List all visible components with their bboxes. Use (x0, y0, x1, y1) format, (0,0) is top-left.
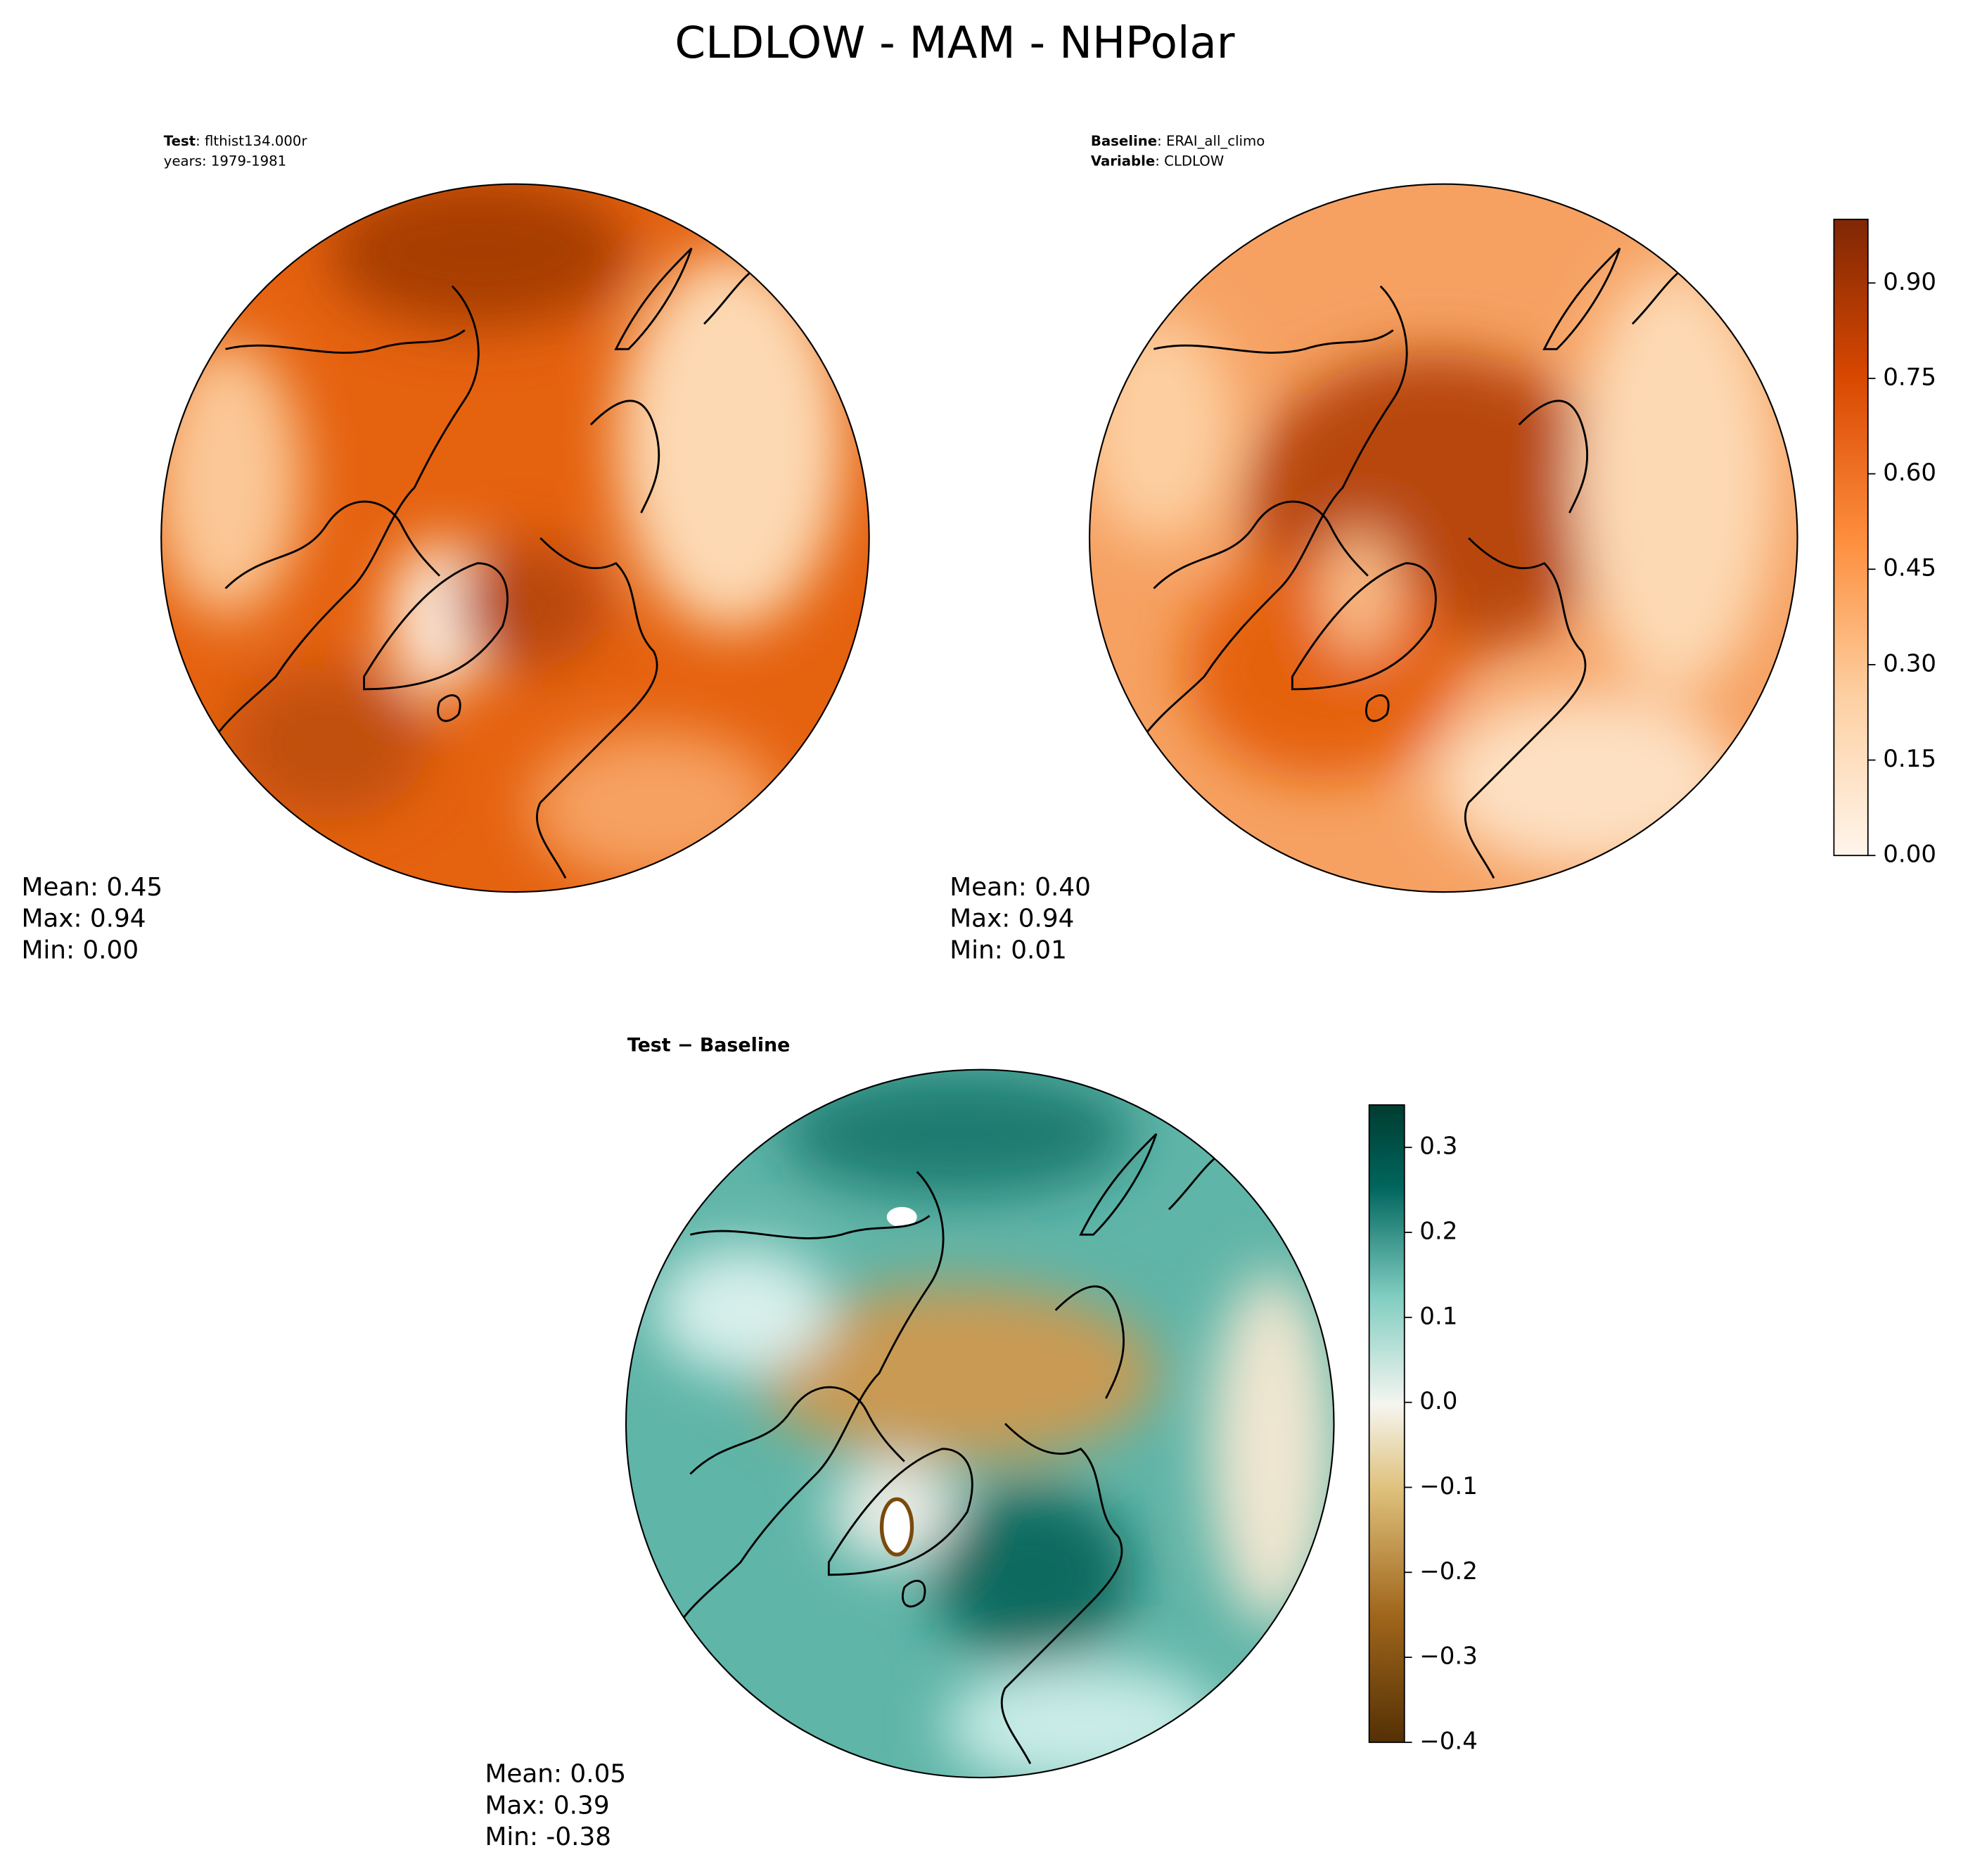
colorbar-tick-label: −0.3 (1419, 1642, 1478, 1671)
colorbar-tick-label: −0.4 (1419, 1727, 1478, 1755)
colorbar-tick-label: 0.90 (1883, 268, 1936, 296)
map-frame (625, 1068, 1335, 1779)
colorbar-tick-label: 0.00 (1883, 841, 1936, 869)
header-text: : ERAI_all_climo (1157, 132, 1265, 148)
stat: Max: 0.94 (950, 905, 1074, 933)
colorbar-tick-label: 0.75 (1883, 363, 1936, 391)
panel-header: years: 1979-1981 (164, 153, 286, 169)
header-label: Test − Baseline (627, 1034, 791, 1056)
map (161, 184, 869, 893)
colorbar (1368, 1104, 1405, 1743)
header-text: years: 1979-1981 (164, 153, 286, 169)
figure-title: CLDLOW - MAM - NHPolar (675, 17, 1234, 68)
stat: Max: 0.39 (485, 1791, 609, 1820)
header-label: Test (164, 132, 196, 148)
header-label: Variable (1091, 153, 1155, 169)
map (1089, 184, 1798, 893)
panel-header: Test − Baseline (627, 1034, 791, 1056)
colorbar-tick-label: 0.2 (1419, 1218, 1457, 1246)
colorbar-tick-label: 0.1 (1419, 1302, 1457, 1330)
stat: Min: -0.38 (485, 1823, 611, 1851)
map (626, 1069, 1334, 1778)
map-frame (1088, 183, 1798, 893)
map-frame (160, 183, 870, 893)
stat: Mean: 0.05 (485, 1759, 626, 1788)
colorbar-tick-label: 0.15 (1883, 745, 1936, 773)
colorbar (1833, 218, 1869, 857)
colorbar-tick-label: 0.3 (1419, 1132, 1457, 1161)
panel-header: Baseline: ERAI_all_climo (1091, 132, 1265, 148)
colorbar-tick-label: −0.1 (1419, 1472, 1478, 1500)
stat: Mean: 0.45 (21, 873, 162, 902)
colorbar-tick-label: 0.0 (1419, 1387, 1457, 1415)
header-text: : CLDLOW (1155, 153, 1224, 169)
colorbar-tick-label: 0.30 (1883, 649, 1936, 677)
header-label: Baseline (1091, 132, 1157, 148)
stat: Max: 0.94 (21, 905, 146, 933)
colorbar-tick-label: 0.60 (1883, 459, 1936, 487)
panel-header: Variable: CLDLOW (1091, 153, 1224, 169)
colorbar-tick-label: 0.45 (1883, 554, 1936, 582)
header-text: : flthist134.000r (196, 132, 307, 148)
stat: Mean: 0.40 (950, 873, 1091, 902)
stat: Min: 0.01 (950, 936, 1067, 964)
stat: Min: 0.00 (21, 936, 139, 964)
colorbar-tick-label: −0.2 (1419, 1557, 1478, 1585)
panel-header: Test: flthist134.000r (164, 132, 308, 148)
